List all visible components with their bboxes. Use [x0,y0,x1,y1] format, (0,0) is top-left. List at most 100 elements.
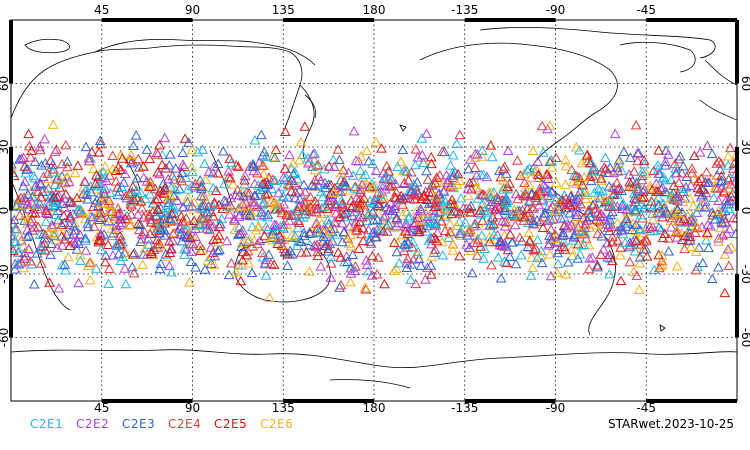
observation-triangle [720,195,732,206]
observation-triangle [634,258,646,268]
observation-triangle [663,246,675,256]
observation-triangle [21,231,33,242]
observation-triangle [45,249,56,259]
observation-triangle [460,217,471,227]
observation-triangle [693,186,705,197]
observation-triangle [156,159,168,170]
observation-triangle [286,185,297,196]
observation-triangle [464,177,476,188]
observation-triangle [137,161,149,171]
legend-item: C2E3 [122,417,156,431]
observation-triangle [124,188,135,198]
observation-triangle [284,149,295,160]
observation-triangle [406,259,417,269]
observation-triangle [463,163,474,174]
observation-triangle [80,184,92,194]
observation-triangle [631,184,643,194]
observation-triangle [451,179,463,189]
observation-triangle [420,207,432,217]
observation-triangle [311,206,322,217]
observation-triangle [365,238,377,248]
observation-triangle [28,222,40,232]
observation-triangle [488,187,500,197]
observation-triangle [635,209,647,220]
observation-triangle [22,218,34,228]
observation-triangle [389,178,401,188]
observation-triangle [239,170,251,181]
observation-triangle [595,249,607,259]
observation-triangle [212,158,224,168]
observation-triangle [416,133,428,143]
latitude-tick-label: -30 [739,264,750,284]
observation-triangle [261,176,273,186]
observation-triangle [537,147,549,157]
observation-triangle [164,236,175,246]
observation-triangle [421,226,432,236]
observation-triangle [194,216,206,226]
observation-triangle [665,174,677,184]
observation-triangle [39,245,51,255]
observation-triangle [47,119,59,129]
observation-triangle [347,249,358,260]
observation-triangle [584,171,596,182]
observation-triangle [130,130,142,140]
observation-triangle [152,204,164,214]
observation-triangle [638,155,650,165]
observation-triangle [591,219,602,230]
observation-triangle [25,152,36,162]
observation-triangle [557,227,569,237]
observation-triangle [39,157,51,168]
observation-triangle [484,231,495,242]
observation-triangle [139,243,151,254]
observation-triangle [291,240,303,250]
observation-triangle [627,236,639,246]
observation-triangle [604,162,616,172]
observation-triangle [175,210,187,221]
observation-triangle [421,194,432,205]
observation-triangle [412,249,423,259]
observation-triangle [131,185,142,195]
observation-triangle [560,179,571,189]
observation-triangle [630,119,642,130]
observation-triangle [225,157,237,168]
observation-triangle [684,193,696,203]
observation-triangle [712,183,723,193]
observation-triangle [611,162,623,172]
observation-triangle [572,189,584,200]
observation-triangle [186,200,198,211]
observation-triangle [72,160,84,170]
observation-triangle [194,219,206,229]
observation-triangle [510,188,522,199]
observation-triangle [317,191,329,202]
observation-triangle [96,181,107,191]
observation-triangle [278,171,289,182]
observation-triangle [18,241,29,251]
observation-triangle [107,150,119,160]
observation-triangle [80,141,92,152]
observation-triangle [445,160,456,170]
observation-triangle [702,140,713,150]
observation-triangle [159,230,171,240]
observation-triangle [119,213,131,223]
observation-triangle [419,274,431,284]
observation-triangle [331,229,343,239]
observation-triangle [527,203,539,213]
observation-triangle [119,168,131,178]
observation-triangle [167,200,179,210]
observation-triangle [580,218,591,229]
longitude-tick-label: -90 [546,401,566,415]
observation-triangle [336,199,348,210]
observation-triangle [653,145,665,155]
longitude-tick-label: 90 [185,401,200,415]
observation-triangle [85,186,97,197]
observation-triangle [656,250,668,260]
observation-triangle [606,201,617,211]
observation-triangle [542,173,554,183]
observation-triangle [338,209,350,219]
observation-triangle [527,215,539,226]
observation-triangle [607,231,618,242]
observation-triangle [632,148,643,158]
observation-triangle [653,249,665,260]
observation-triangle [32,186,44,196]
observation-triangle [72,204,84,215]
